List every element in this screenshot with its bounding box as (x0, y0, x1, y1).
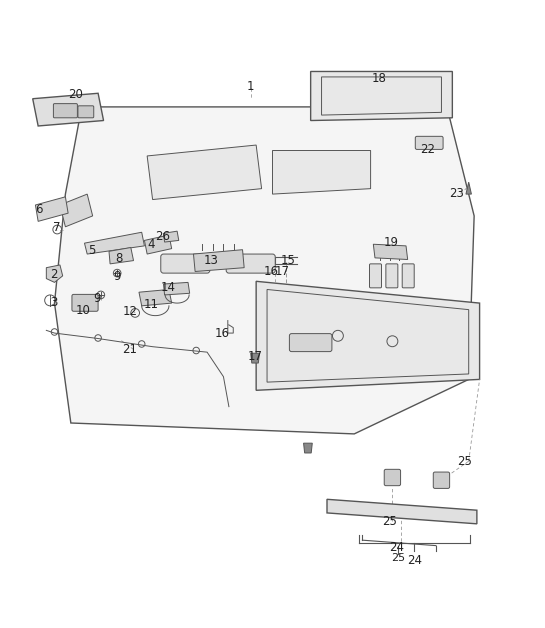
Text: 9: 9 (113, 271, 121, 283)
Polygon shape (164, 231, 179, 242)
FancyBboxPatch shape (433, 472, 450, 489)
FancyBboxPatch shape (384, 469, 401, 485)
Text: 25: 25 (391, 553, 405, 563)
Polygon shape (466, 182, 471, 194)
Polygon shape (311, 72, 452, 121)
Polygon shape (46, 265, 63, 283)
FancyBboxPatch shape (289, 333, 332, 352)
Polygon shape (373, 244, 408, 259)
Polygon shape (147, 145, 262, 200)
FancyBboxPatch shape (161, 254, 210, 273)
FancyBboxPatch shape (370, 264, 382, 288)
Polygon shape (327, 499, 477, 524)
Text: 10: 10 (75, 304, 90, 317)
Text: 15: 15 (280, 254, 295, 267)
FancyBboxPatch shape (402, 264, 414, 288)
Polygon shape (60, 194, 93, 227)
Text: 3: 3 (50, 296, 57, 309)
Text: 2: 2 (50, 268, 57, 281)
Text: 1: 1 (247, 80, 255, 93)
Polygon shape (164, 283, 190, 295)
Text: 20: 20 (68, 89, 83, 101)
Text: 16: 16 (264, 265, 279, 278)
Polygon shape (33, 94, 104, 126)
FancyBboxPatch shape (72, 295, 98, 311)
FancyBboxPatch shape (53, 104, 77, 118)
Text: 26: 26 (155, 230, 170, 243)
Text: 22: 22 (420, 143, 435, 156)
Text: 13: 13 (204, 254, 219, 267)
Polygon shape (54, 107, 474, 434)
FancyBboxPatch shape (386, 264, 398, 288)
Text: 19: 19 (384, 236, 399, 249)
Text: 11: 11 (144, 298, 159, 311)
Text: 9: 9 (93, 292, 101, 305)
Polygon shape (144, 235, 172, 254)
Text: 24: 24 (407, 554, 422, 567)
Text: 21: 21 (122, 343, 137, 356)
Text: 18: 18 (371, 72, 386, 85)
Text: 24: 24 (389, 541, 404, 554)
Text: 25: 25 (382, 514, 397, 528)
FancyBboxPatch shape (78, 106, 94, 118)
FancyBboxPatch shape (226, 254, 275, 273)
Text: 12: 12 (122, 305, 137, 318)
Text: 25: 25 (457, 455, 472, 468)
Polygon shape (304, 443, 312, 453)
Text: 7: 7 (53, 222, 61, 234)
Polygon shape (84, 232, 144, 254)
Text: 8: 8 (115, 252, 123, 265)
Polygon shape (139, 290, 172, 306)
Text: 16: 16 (215, 327, 230, 340)
Polygon shape (272, 151, 371, 194)
Polygon shape (109, 247, 134, 264)
FancyBboxPatch shape (415, 136, 443, 149)
Polygon shape (35, 197, 68, 221)
Text: 23: 23 (449, 187, 464, 200)
Text: 14: 14 (160, 281, 175, 295)
Text: 17: 17 (275, 265, 290, 278)
Text: 4: 4 (148, 238, 155, 251)
Polygon shape (251, 353, 259, 363)
Text: 5: 5 (88, 244, 95, 257)
Polygon shape (193, 250, 244, 271)
Polygon shape (256, 281, 480, 390)
Text: 17: 17 (247, 350, 263, 363)
Text: 6: 6 (35, 203, 43, 216)
